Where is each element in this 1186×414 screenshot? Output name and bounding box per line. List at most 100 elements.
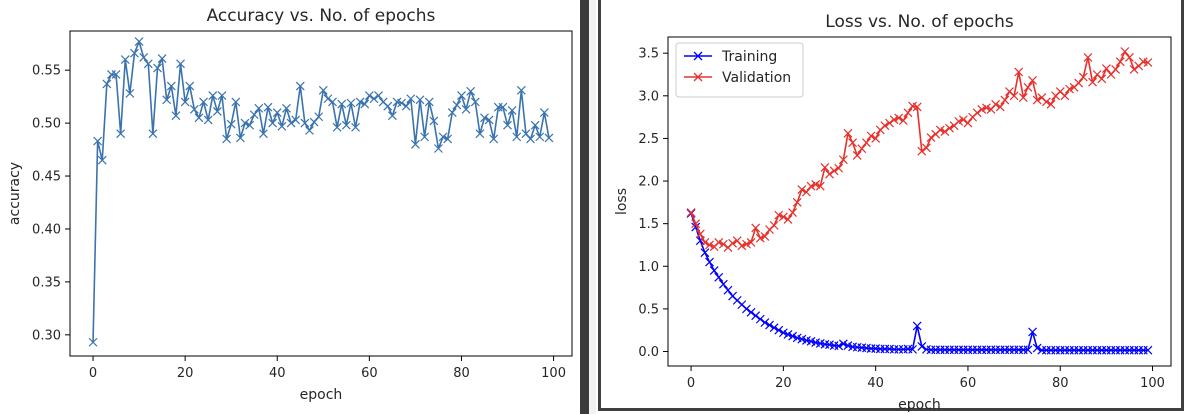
data-point-marker [1088, 77, 1097, 87]
y-tick-label: 0.30 [32, 328, 61, 343]
data-point-marker [769, 323, 779, 333]
x-tick-label: 20 [177, 366, 194, 381]
data-point-marker [1129, 64, 1139, 74]
data-point-marker [406, 94, 416, 104]
data-point-marker [254, 103, 264, 113]
data-point-marker [212, 107, 222, 116]
data-point-marker [526, 134, 535, 144]
data-point-marker [760, 318, 770, 327]
data-point-marker [737, 241, 747, 251]
data-point-marker [97, 155, 107, 165]
data-point-marker [1097, 74, 1107, 84]
data-point-marker [829, 166, 839, 176]
data-point-marker [935, 125, 945, 135]
data-point-marker [328, 97, 337, 107]
data-point-marker [171, 111, 181, 121]
data-point-marker [940, 127, 950, 137]
data-point-marker [503, 120, 512, 130]
data-point-marker [838, 155, 848, 165]
data-point-marker [714, 237, 724, 247]
data-point-marker [484, 115, 494, 125]
data-point-marker [705, 240, 714, 250]
y-tick-label: 0.5 [638, 302, 659, 317]
data-point-marker [954, 116, 964, 126]
data-point-marker [700, 237, 710, 247]
data-point-marker [231, 97, 241, 107]
data-point-marker [912, 102, 922, 112]
data-point-marker [718, 279, 728, 289]
data-point-marker [834, 341, 844, 351]
data-point-marker [765, 320, 774, 330]
x-tick-label: 0 [89, 366, 97, 381]
y-axis-title: loss [614, 188, 630, 215]
data-point-marker [286, 118, 296, 128]
data-point-marker [912, 321, 922, 331]
legend-label: Training [721, 49, 777, 65]
y-tick-label: 1.5 [638, 217, 659, 232]
data-point-marker [535, 132, 545, 142]
series-line-0 [92, 40, 550, 343]
data-point-marker [1143, 345, 1153, 355]
data-point-marker [1060, 91, 1070, 101]
data-point-marker [314, 112, 324, 122]
accuracy-chart: Accuracy vs. No. of epochs 0 20 40 60 80 100 0.… [7, 6, 573, 403]
data-point-marker [93, 136, 103, 146]
y-tick-label: 0.50 [32, 117, 61, 132]
data-point-marker [387, 111, 397, 121]
y-tick-label: 0.0 [638, 345, 659, 360]
data-point-marker [778, 328, 788, 338]
data-point-marker [447, 108, 457, 117]
data-point-marker [498, 102, 508, 112]
data-point-marker [778, 212, 788, 222]
data-point-marker [889, 115, 899, 125]
data-point-marker [908, 344, 918, 354]
data-point-marker [148, 129, 158, 139]
data-point-marker [1115, 57, 1125, 67]
data-point-marker [374, 91, 383, 101]
data-point-marker [295, 81, 305, 91]
x-tick-label: 0 [687, 376, 695, 391]
data-point-marker [475, 129, 485, 139]
data-point-marker [686, 208, 696, 218]
data-point-marker [1009, 91, 1019, 101]
data-point-marker [728, 238, 738, 248]
data-point-marker [751, 223, 761, 233]
plot-frame [667, 36, 1172, 367]
data-point-marker [921, 143, 931, 153]
data-point-marker [139, 53, 149, 62]
data-point-marker [755, 314, 765, 324]
data-point-marker [1041, 97, 1051, 107]
data-point-marker [852, 151, 862, 160]
data-point-marker [282, 103, 291, 113]
data-point-marker [157, 54, 167, 63]
data-point-marker [263, 102, 273, 112]
chart-title: Accuracy vs. No. of epochs [207, 6, 436, 26]
x-axis-title: epoch [898, 397, 941, 413]
data-point-marker [811, 180, 821, 189]
y-tick-label: 0.35 [32, 275, 61, 290]
x-axis-title: epoch [300, 387, 343, 403]
data-point-marker [461, 104, 471, 114]
data-point-marker [788, 208, 798, 218]
data-point-marker [235, 133, 245, 143]
data-point-marker [995, 102, 1005, 112]
x-tick-label: 60 [361, 366, 378, 381]
data-point-marker [489, 134, 499, 144]
data-point-marker [1018, 93, 1028, 102]
data-point-marker [820, 162, 830, 172]
data-point-marker [1023, 82, 1033, 92]
data-point-marker [977, 105, 987, 114]
data-point-marker [516, 85, 526, 95]
data-point-marker [709, 266, 719, 275]
data-point-marker [300, 118, 310, 128]
data-point-marker [185, 81, 195, 91]
data-point-marker [797, 185, 807, 194]
panel-divider-gap [589, 0, 596, 414]
data-point-marker [880, 121, 890, 131]
data-point-marker [125, 89, 135, 98]
data-point-marker [259, 129, 268, 139]
data-point-marker [226, 119, 236, 129]
data-point-marker [341, 120, 351, 130]
panel-divider [580, 0, 589, 414]
data-point-marker [746, 307, 756, 317]
